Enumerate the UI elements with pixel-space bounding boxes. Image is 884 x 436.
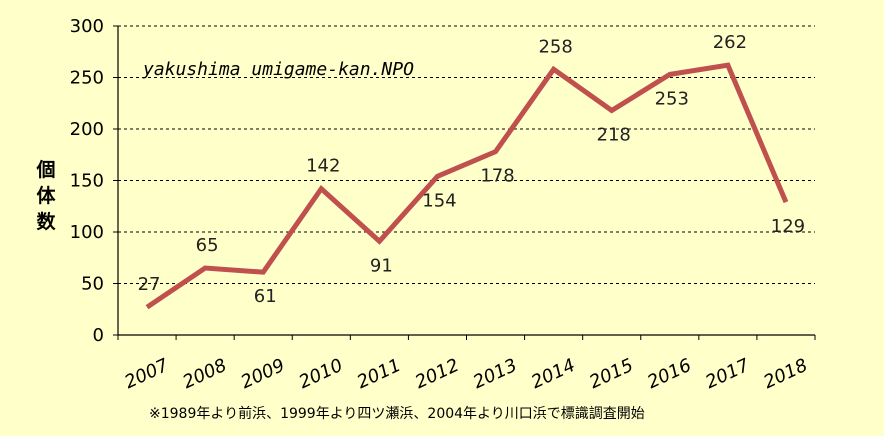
data-label-2009: 61 [254,286,277,307]
x-tick-label-2010: 2010 [296,355,346,393]
y-axis-label: 個体数 [35,159,56,233]
data-label-2015: 218 [597,124,631,145]
x-tick-label-2011: 2011 [354,355,404,393]
x-tick-label-2016: 2016 [644,355,694,393]
y-tick-label-150: 150 [70,171,104,192]
data-label-2014: 258 [538,36,572,57]
x-tick-label-2015: 2015 [586,355,636,393]
y-axis-label-char: 数 [36,210,56,233]
y-tick-labels: 0 50 100 150 200 250 300 [70,16,104,346]
y-tick-label-200: 200 [70,119,104,140]
x-tick-label-2008: 2008 [180,355,230,393]
x-tick-labels: 2007 2008 2009 2010 2011 2012 2013 2014 2015 2016… [122,355,811,394]
data-labels: 27 65 61 142 91 154 178 258 218 253 262 129 [138,32,806,307]
data-label-2012: 154 [422,190,456,211]
axes [113,25,816,340]
data-label-2008: 65 [196,235,219,256]
y-tick-label-300: 300 [70,16,104,37]
y-tick-label-50: 50 [81,274,104,295]
watermark-text: yakushima umigame-kan.NPO [142,59,414,80]
y-axis-label-char: 体 [36,184,56,207]
data-label-2011: 91 [370,255,393,276]
y-tick-label-250: 250 [70,68,104,89]
data-label-2007: 27 [138,274,161,295]
x-tick-label-2017: 2017 [702,355,753,394]
data-label-2017: 262 [713,32,747,53]
data-label-2010: 142 [306,156,340,177]
series-line-group [145,62,789,310]
data-label-2013: 178 [480,166,514,187]
y-tick-label-100: 100 [70,222,104,243]
data-label-2016: 253 [655,88,689,109]
x-tick-label-2007: 2007 [122,355,173,394]
x-tick-label-2012: 2012 [412,355,462,393]
x-tick-label-2009: 2009 [238,355,288,393]
x-tick-label-2018: 2018 [760,355,810,393]
data-label-2018: 129 [771,216,805,237]
gridlines [118,25,815,284]
x-tick-label-2013: 2013 [470,355,520,393]
footnote-text: ※1989年より前浜、1999年より四ツ瀬浜、2004年より川口浜で標識調査開始 [149,405,645,422]
series-line [145,62,789,310]
y-tick-label-0: 0 [93,325,104,346]
y-axis-label-char: 個 [35,159,55,181]
x-tick-label-2014: 2014 [528,355,578,393]
